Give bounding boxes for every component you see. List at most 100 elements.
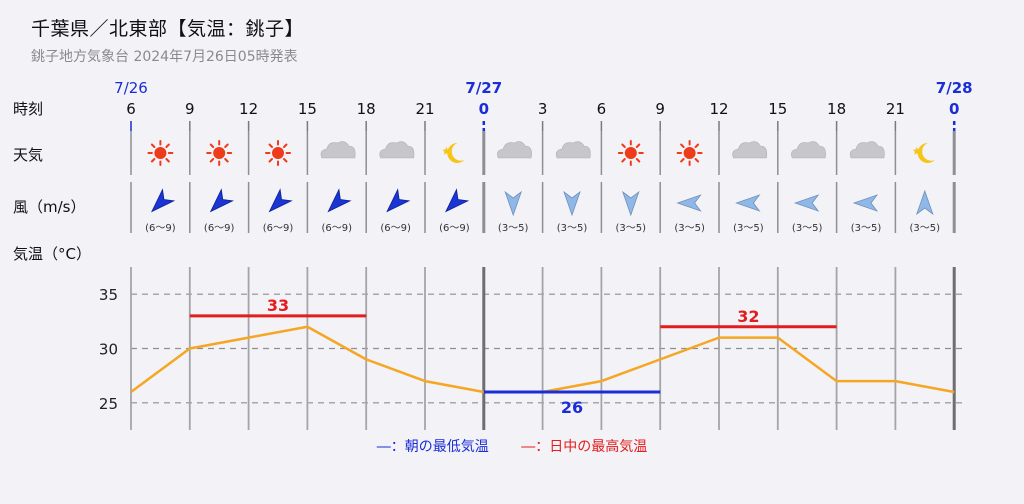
wind-speed-label: (6〜9) [380,223,411,234]
sun-icon [676,140,703,166]
wind-speed-label: (3〜5) [910,223,941,234]
hour-label: 6 [597,100,607,118]
sun-ray [621,158,626,163]
wind-speed-label: (3〜5) [851,223,882,234]
issuer-subtitle: 銚子地方気象台 2024年7月26日05時発表 [31,49,298,65]
sun-icon [206,140,233,166]
wind-speed-label: (3〜5) [792,223,823,234]
y-tick-label: 30 [99,341,118,359]
page-title: 千葉県／北東部【気温：銚子】 [31,18,305,40]
hour-label: 9 [655,100,665,118]
temp-row-label: 気温（°C） [13,245,91,263]
sun-disc [683,147,696,159]
sun-disc [154,147,167,159]
sun-ray [224,158,229,163]
hour-label: 18 [827,100,846,118]
wind-arrow-icon [563,190,581,217]
wind-speed-label: (6〜9) [322,223,353,234]
sun-ray [635,158,641,163]
cloud-shape [379,141,415,159]
wind-arrow-icon [793,194,820,212]
sun-ray [150,158,156,163]
hour-label: 21 [886,100,905,118]
hour-label: 0 [949,100,959,118]
moon-icon [442,142,465,163]
sun-ray [680,143,685,148]
cloud-icon [555,141,591,159]
wind-speed-label: (6〜9) [145,223,176,234]
wind-speed-label: (3〜5) [733,223,764,234]
cloud-icon [791,141,826,159]
sun-ray [694,143,700,148]
temperature-plot: 33 32 26 [130,296,955,417]
wind-speed-label: (6〜9) [204,223,235,234]
time-header: 7/26 7/27 7/28 6 9 12 15 18 21 0 3 6 9 12 15 18 21 0 [114,79,973,233]
cloud-shape [849,141,885,159]
wind-row: (6〜9) (6〜9) (6〜9) (6〜9) (6〜9) (6〜9) (3〜5) (3〜5)… [145,188,941,234]
wind-speed-label: (3〜5) [498,223,529,234]
hour-label: 15 [298,100,317,118]
wind-row-label: 風（m/s） [13,198,85,216]
wind-speed-label: (6〜9) [439,223,470,234]
wind-arrow-icon [621,190,640,217]
wind-speed-label: (3〜5) [674,223,705,234]
cloud-icon [320,141,356,159]
sun-ray [268,143,273,148]
sun-disc [272,147,284,159]
wind-speed-label: (6〜9) [263,223,294,234]
cloud-icon [497,141,532,159]
hour-label: 21 [415,100,434,118]
hour-label: 3 [538,100,548,118]
sun-ray [635,143,641,148]
moon-star [912,147,921,155]
wind-arrow-icon [735,194,761,212]
sun-ray [680,158,685,163]
sun-ray [165,158,170,163]
legend-low: ―：朝の最低気温 [376,439,489,455]
sun-ray [209,143,215,148]
wind-arrow-icon [327,188,352,213]
cloud-shape [791,141,826,159]
cloud-icon [379,141,415,159]
wind-arrow-icon [852,194,879,212]
hour-label: 12 [239,100,258,118]
legend-high: ―：日中の最高気温 [521,439,648,455]
moon-star [442,147,451,155]
y-tick-label: 35 [99,286,118,304]
wind-arrow-icon [676,194,702,212]
sun-icon [617,140,644,166]
hour-label: 15 [768,100,787,118]
moon-crescent [447,142,465,163]
hour-label: 6 [126,100,136,118]
weather-row [147,140,935,166]
cloud-shape [732,141,768,159]
sun-ray [283,143,288,148]
sun-disc [213,147,226,159]
cloud-icon [849,141,885,159]
hour-label: 9 [185,100,195,118]
weather-row-label: 天気 [13,146,43,164]
hour-label: 0 [479,100,489,118]
cloud-shape [497,141,532,159]
date-label: 7/27 [465,79,502,97]
time-row-label: 時刻 [13,100,43,118]
wind-speed-label: (3〜5) [557,223,588,234]
wind-arrow-icon [268,188,293,213]
sun-ray [268,158,273,163]
cloud-icon [732,141,768,159]
sun-ray [165,143,170,148]
wind-arrow-icon [504,190,523,217]
sun-ray [224,143,229,148]
date-label: 7/28 [936,79,973,97]
grid-layer: 25 30 35 [99,267,963,430]
hour-label: 18 [357,100,376,118]
sun-ray [150,143,156,148]
sun-ray [283,158,288,163]
y-tick-label: 25 [99,395,118,413]
wind-speed-label: (3〜5) [616,223,647,234]
max-temp-label: 33 [267,296,289,315]
moon-icon [912,142,935,163]
sun-disc [624,147,637,159]
min-temp-label: 26 [561,398,583,417]
